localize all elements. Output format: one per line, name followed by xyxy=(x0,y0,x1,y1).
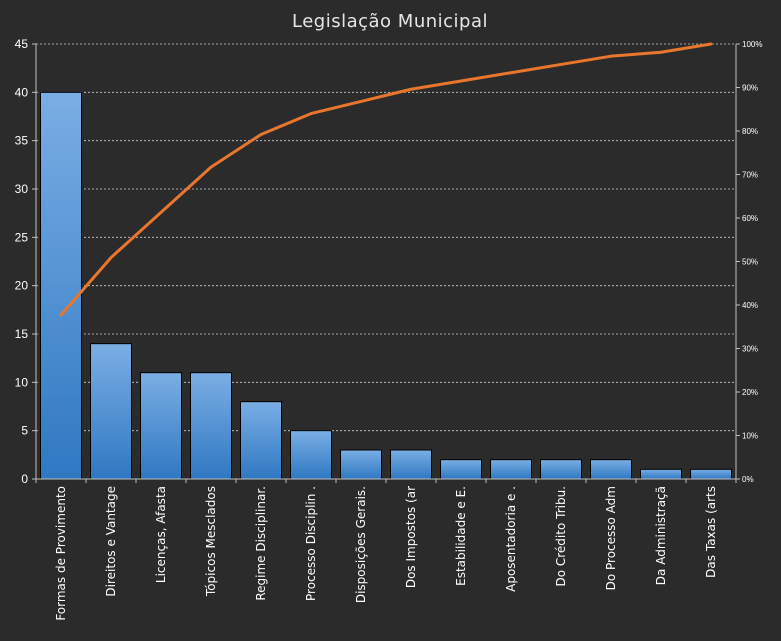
line-point xyxy=(309,112,313,115)
line-point xyxy=(709,42,713,46)
axes xyxy=(32,43,740,483)
y-tick-label-left: 20 xyxy=(15,279,29,293)
x-category-label: Regime Disciplinar. xyxy=(254,486,268,601)
chart-title: Legislação Municipal xyxy=(292,11,488,32)
line-point xyxy=(209,165,213,169)
y-tick-label-right: 10% xyxy=(742,432,758,441)
line-point xyxy=(59,313,63,317)
line-point xyxy=(159,211,163,214)
x-category-label: Disposições Gerais. xyxy=(354,486,368,603)
line-point xyxy=(459,79,463,83)
bar xyxy=(40,91,82,480)
line-point xyxy=(359,100,363,103)
axis-labels: 0 5 10 15 20 25 30 35 40 45 0% 10% 20% 30% 40% 50% 60% 70… xyxy=(15,37,763,621)
y-tick-label-left: 45 xyxy=(15,37,29,51)
y-tick-label-right: 50% xyxy=(742,258,758,267)
y-tick-label-left: 35 xyxy=(15,134,29,148)
x-category-label: Licenças, Afasta xyxy=(154,486,168,583)
line-point xyxy=(259,133,263,136)
x-category-label: Do Processo Adm xyxy=(604,486,618,590)
y-tick-label-left: 0 xyxy=(21,472,28,486)
x-category-label: Estabilidade e E. xyxy=(454,486,468,586)
x-category-label: Do Crédito Tribu. xyxy=(554,486,568,587)
bar xyxy=(490,459,532,480)
line-point xyxy=(659,51,663,54)
y-tick-label-right: 20% xyxy=(742,388,758,397)
cumulative-line-series xyxy=(59,42,713,317)
cumulative-line xyxy=(59,42,713,317)
bar xyxy=(290,430,332,480)
bar xyxy=(340,449,382,480)
line-point xyxy=(609,54,613,58)
y-tick-label-left: 10 xyxy=(15,375,29,389)
y-tick-label-left: 15 xyxy=(15,327,29,341)
bar xyxy=(140,372,182,480)
y-tick-label-right: 30% xyxy=(742,345,758,354)
bar xyxy=(90,343,132,480)
y-tick-label-left: 30 xyxy=(15,182,29,196)
bar xyxy=(590,459,632,480)
bar-series xyxy=(40,91,732,480)
y-tick-label-right: 90% xyxy=(742,84,758,93)
bar xyxy=(690,468,732,480)
y-tick-label-left: 40 xyxy=(15,85,29,99)
bar xyxy=(190,372,232,480)
line-point xyxy=(509,71,513,74)
x-category-label: Da Administraçã xyxy=(654,486,668,585)
bar xyxy=(640,468,682,480)
line-point xyxy=(559,63,563,66)
x-category-label: Direitos e Vantage xyxy=(104,486,118,597)
x-category-label: Formas de Provimento xyxy=(54,486,68,621)
y-tick-label-right: 80% xyxy=(742,127,758,136)
x-category-label: Dos Impostos (ar xyxy=(404,486,418,588)
y-tick-label-right: 0% xyxy=(742,475,754,484)
line-point xyxy=(409,88,413,91)
bar xyxy=(540,459,582,480)
bar xyxy=(390,449,432,480)
bar xyxy=(440,459,482,480)
y-tick-label-right: 60% xyxy=(742,214,758,223)
line-point xyxy=(109,256,113,259)
y-tick-label-right: 70% xyxy=(742,171,758,180)
x-category-label: Processo Disciplin . xyxy=(304,486,318,601)
y-tick-label-right: 100% xyxy=(742,40,762,49)
y-tick-label-left: 5 xyxy=(21,424,28,438)
x-category-label: Tópicos Mesclados xyxy=(204,486,218,597)
y-tick-label-left: 25 xyxy=(15,230,29,244)
x-category-label: Das Taxas (arts xyxy=(704,486,718,578)
bar xyxy=(240,401,282,480)
y-tick-label-right: 40% xyxy=(742,301,758,310)
x-category-label: Aposentadoria e . xyxy=(504,486,518,592)
